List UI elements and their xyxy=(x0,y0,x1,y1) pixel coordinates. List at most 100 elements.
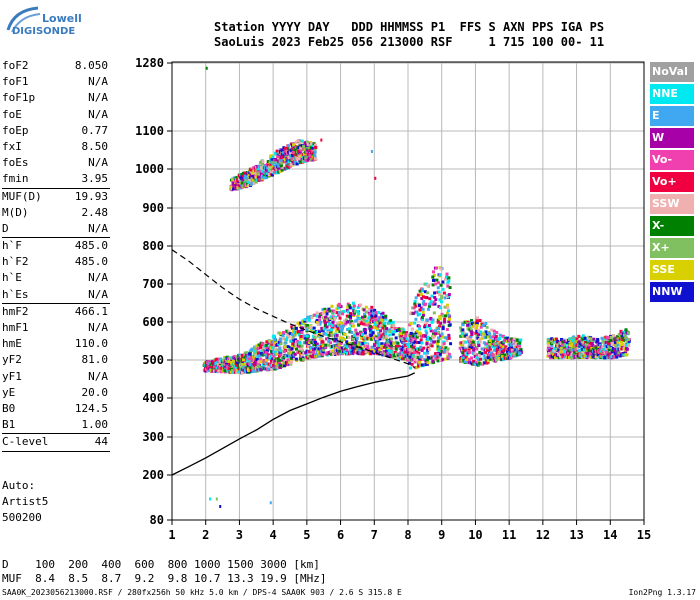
echo-point xyxy=(296,329,300,333)
echo-point xyxy=(374,176,377,180)
echo-point xyxy=(333,339,337,343)
echo-point xyxy=(427,323,431,327)
param-value: 2.48 xyxy=(81,205,109,219)
parameter-table: foF2 8.050 foF1 N/A foF1p N/A foE N/A foEp 0.77 fx… xyxy=(2,58,110,452)
echo-point xyxy=(363,341,367,345)
echo-point xyxy=(426,291,430,295)
echo-point xyxy=(275,352,279,356)
echo-point xyxy=(307,318,311,322)
echo-point xyxy=(436,355,440,359)
echo-point xyxy=(309,350,313,354)
echo-point xyxy=(444,346,448,350)
echo-point xyxy=(558,342,562,346)
echo-point xyxy=(356,341,360,345)
echo-point xyxy=(475,319,479,323)
echo-point xyxy=(285,335,289,339)
echo-point xyxy=(252,169,256,173)
echo-point xyxy=(298,349,302,353)
echo-point xyxy=(384,342,388,346)
echo-point xyxy=(608,346,612,350)
echo-point xyxy=(368,337,372,341)
echo-point xyxy=(336,341,340,345)
echo-point xyxy=(392,354,396,358)
echo-point xyxy=(290,153,294,157)
echo-point xyxy=(284,147,288,151)
echo-point xyxy=(412,306,416,310)
echo-point xyxy=(389,329,393,333)
echo-point xyxy=(414,334,418,338)
echo-point xyxy=(621,342,625,346)
echo-point xyxy=(235,368,239,372)
echo-point xyxy=(253,356,257,360)
echo-point xyxy=(284,149,288,153)
echo-point xyxy=(289,163,293,167)
echo-point xyxy=(331,320,335,324)
param-separator xyxy=(2,187,110,189)
echo-point xyxy=(466,327,470,331)
echo-point xyxy=(427,356,431,360)
echo-point xyxy=(352,304,356,308)
echo-point xyxy=(479,330,483,334)
echo-point xyxy=(554,353,558,357)
echo-point xyxy=(431,283,435,287)
echo-point xyxy=(420,335,424,339)
echo-point xyxy=(467,361,471,365)
echo-point xyxy=(404,334,408,338)
param-value: 44 xyxy=(94,435,108,449)
echo-point xyxy=(498,355,502,359)
echo-point xyxy=(394,347,398,351)
logo-swoosh-icon xyxy=(6,6,41,33)
echo-point xyxy=(420,317,424,321)
param-row: foF1 N/A xyxy=(2,74,110,90)
echo-point xyxy=(348,330,352,334)
echo-point xyxy=(249,175,253,179)
echo-point xyxy=(338,345,342,349)
echo-point xyxy=(439,267,443,271)
echo-point xyxy=(351,346,355,350)
echo-point xyxy=(464,334,468,338)
echo-point xyxy=(436,345,440,349)
echo-point xyxy=(426,337,430,341)
echo-point xyxy=(286,358,290,362)
echo-point xyxy=(341,312,345,316)
echo-point xyxy=(568,337,572,341)
echo-point xyxy=(578,340,582,344)
echo-point xyxy=(370,345,374,349)
echo-point xyxy=(379,352,383,356)
echo-point xyxy=(276,155,280,159)
echo-point xyxy=(325,325,329,329)
echo-point xyxy=(240,360,244,364)
echo-point xyxy=(463,360,467,364)
echo-point xyxy=(501,334,505,338)
echo-point xyxy=(294,343,298,347)
echo-point xyxy=(279,338,283,342)
echo-point xyxy=(296,139,300,143)
echo-point xyxy=(380,344,384,348)
param-name: yF2 xyxy=(2,353,22,367)
echo-point xyxy=(293,333,297,337)
echo-point xyxy=(421,313,425,317)
echo-point xyxy=(354,349,358,353)
echo-point xyxy=(313,336,317,340)
echo-point xyxy=(266,362,270,366)
echo-point xyxy=(264,360,268,364)
echo-point xyxy=(492,353,496,357)
echo-point xyxy=(344,322,348,326)
echo-point xyxy=(386,351,390,355)
echo-point xyxy=(354,328,358,332)
echo-point xyxy=(484,351,488,355)
echo-point xyxy=(212,361,216,365)
echo-point xyxy=(299,146,303,150)
echo-point xyxy=(314,143,318,147)
echo-point xyxy=(431,331,435,335)
echo-point xyxy=(425,331,429,335)
legend-item-x: X+ xyxy=(650,238,694,258)
echo-point xyxy=(368,324,372,328)
echo-point xyxy=(319,344,323,348)
echo-point xyxy=(230,363,234,367)
echo-point xyxy=(249,168,253,172)
echo-point xyxy=(320,338,324,342)
x-tick-label: 11 xyxy=(502,528,516,542)
echo-point xyxy=(278,358,282,362)
echo-point xyxy=(325,309,329,313)
